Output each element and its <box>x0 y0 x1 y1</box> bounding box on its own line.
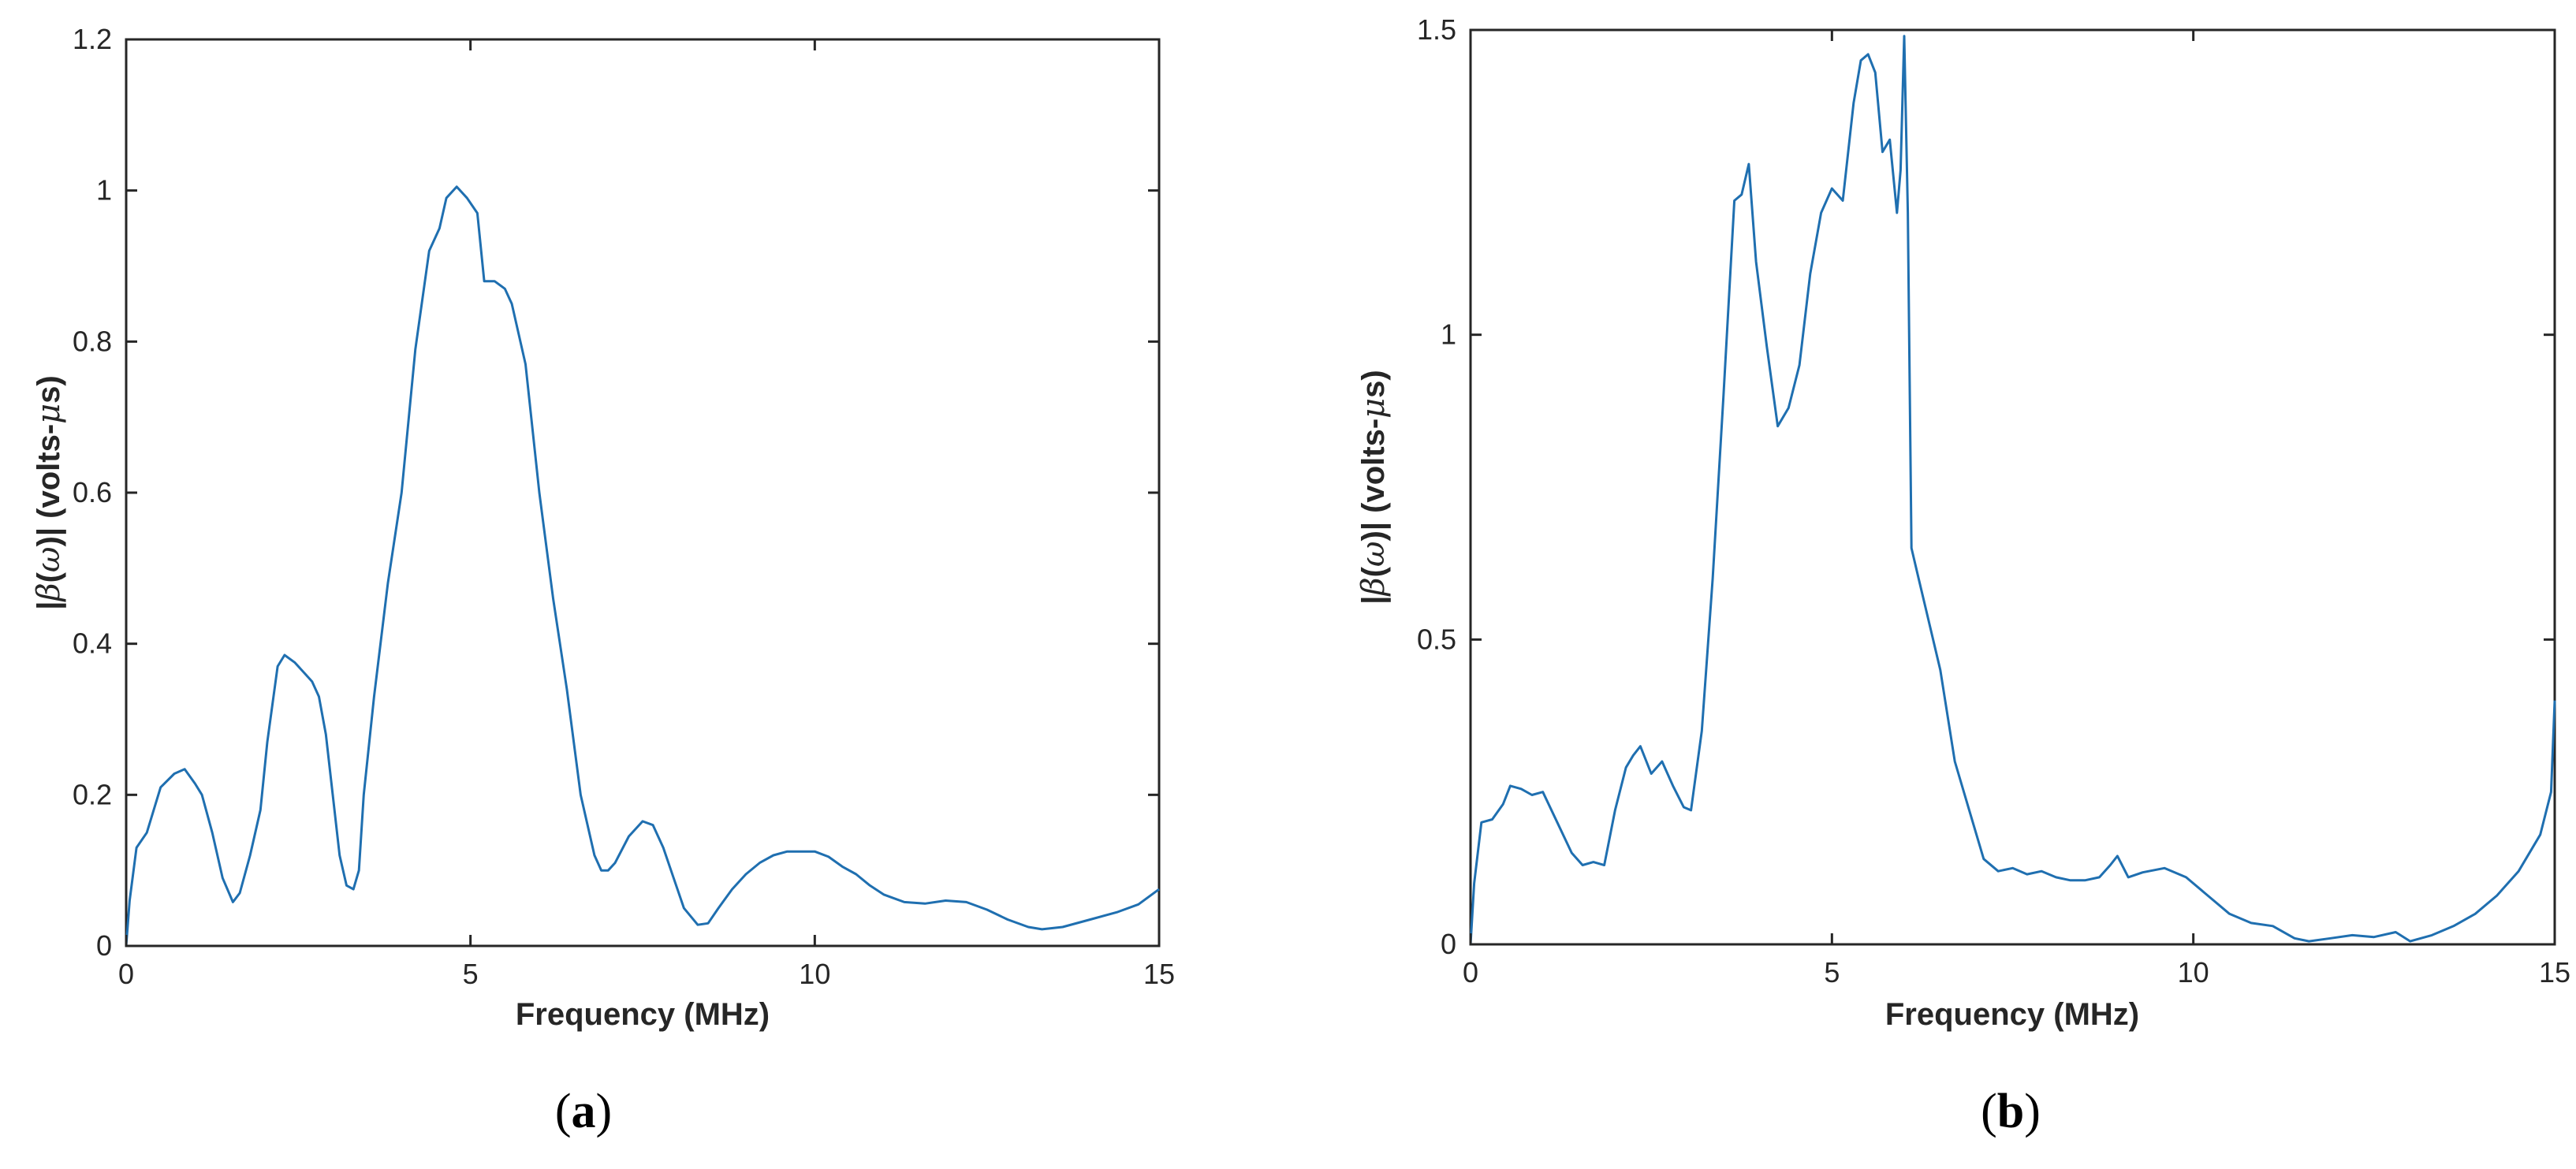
series-layer-a <box>125 185 1160 947</box>
y-axis-label-part: | <box>32 601 66 610</box>
y-axis-label-part: β <box>31 583 67 602</box>
tick-layer-b: 0 5 10 15 0 0.5 1 1.5 <box>1417 13 2570 988</box>
x-tick-label-a-1: 5 <box>463 958 479 990</box>
y-tick-label-a-3: 0.6 <box>73 476 112 508</box>
x-axis-label-b: Frequency (MHz) <box>1885 997 2139 1032</box>
y-axis-label-part: )| (volts- <box>1356 419 1391 542</box>
panel-label-a: (a) <box>555 1085 612 1138</box>
y-axis-label-part: s) <box>1356 370 1391 398</box>
plot-area-a <box>125 38 1161 947</box>
series-line-b-0 <box>1469 35 2556 945</box>
x-axis-label-a: Frequency (MHz) <box>516 997 770 1032</box>
y-tick-label-b-3: 1.5 <box>1417 13 1456 46</box>
y-axis-label-a: |β(ω)| (volts-μs) <box>31 375 67 609</box>
y-axis-label-part: μ <box>31 404 67 424</box>
tick-layer-a: 0 5 10 15 0 0.2 0.4 0.6 0.8 1 1.2 <box>73 23 1175 990</box>
x-tick-label-b-3: 15 <box>2539 956 2570 988</box>
y-tick-label-b-2: 1 <box>1441 318 1456 351</box>
x-tick-label-a-3: 15 <box>1143 958 1175 990</box>
y-tick-label-b-1: 0.5 <box>1417 623 1456 655</box>
chart-panel-b: 0 5 10 15 0 0.5 1 1.5 Frequency (MHz) |β(ω)| (v… <box>1355 13 2570 1138</box>
y-tick-label-a-0: 0 <box>96 929 112 962</box>
y-axis-label-part: )| (volts- <box>32 424 66 547</box>
series-line-a-0 <box>125 185 1160 947</box>
y-axis-label-part: μ <box>1355 398 1392 419</box>
y-axis-label-part: ( <box>32 571 66 583</box>
y-axis-label-part: ω <box>31 546 67 572</box>
x-tick-label-b-2: 10 <box>2178 956 2209 988</box>
panel-label-b: (b) <box>1981 1085 2041 1138</box>
y-axis-label-part: s) <box>32 375 66 404</box>
x-tick-label-a-0: 0 <box>118 958 134 990</box>
y-tick-label-b-0: 0 <box>1441 928 1456 960</box>
y-tick-label-a-6: 1.2 <box>73 23 112 55</box>
y-tick-label-a-2: 0.4 <box>73 627 112 660</box>
y-tick-label-a-1: 0.2 <box>73 778 112 810</box>
x-tick-label-b-1: 5 <box>1824 956 1840 988</box>
x-tick-label-a-2: 10 <box>799 958 830 990</box>
y-axis-label-part: β <box>1355 577 1392 597</box>
y-axis-label-part: ω <box>1355 541 1392 567</box>
plot-area-b <box>1469 28 2556 946</box>
series-layer-b <box>1469 35 2556 945</box>
y-tick-label-a-4: 0.8 <box>73 325 112 357</box>
y-axis-label-part: | <box>1356 596 1391 605</box>
y-tick-label-a-5: 1 <box>96 174 112 207</box>
y-axis-label-part: ( <box>1356 566 1391 577</box>
x-tick-label-b-0: 0 <box>1463 956 1478 988</box>
y-axis-label-b: |β(ω)| (volts-μs) <box>1355 370 1392 604</box>
